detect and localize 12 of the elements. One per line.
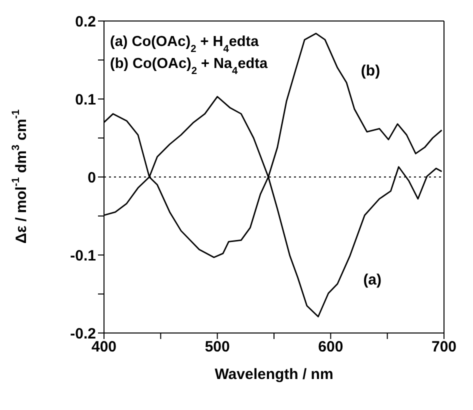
y-tick-label: 0.2	[75, 13, 96, 30]
x-axis-title: Wavelength / nm	[214, 366, 334, 383]
series-label: (b)	[360, 62, 380, 80]
y-tick-label: 0	[88, 169, 96, 186]
x-tick-label: 500	[204, 338, 230, 356]
y-tick-label: -0.1	[70, 247, 96, 264]
annotation: (b) Co(OAc)$_{2}$ + Na$_{4}$edta	[110, 56, 268, 76]
x-tick-label: 700	[431, 338, 457, 356]
x-tick-label: 600	[318, 338, 344, 356]
annotation: (a) Co(OAc)$_{2}$ + H$_{4}$edta	[110, 34, 260, 54]
series-label: (a)	[363, 272, 382, 289]
y-tick-label: 0.1	[75, 91, 96, 108]
